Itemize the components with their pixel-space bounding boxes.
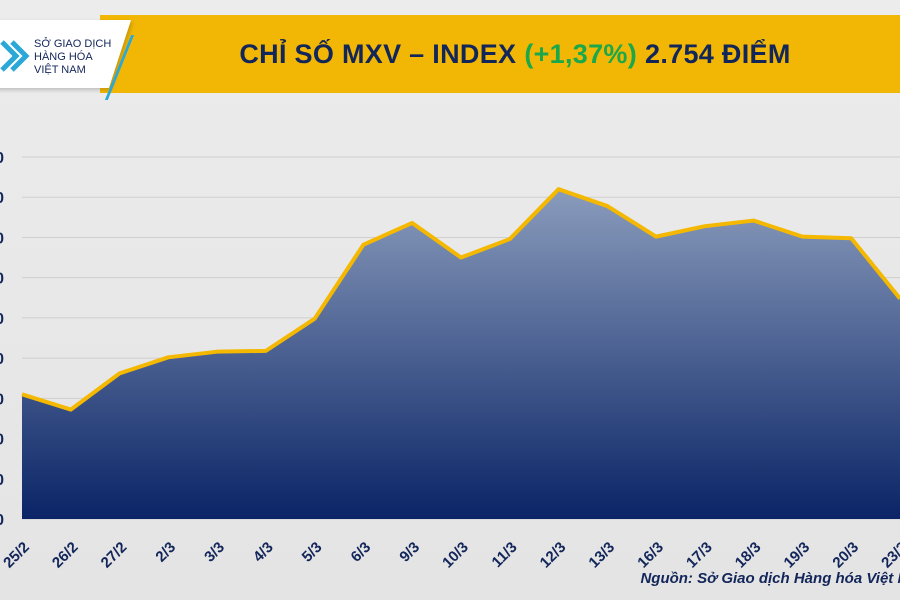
x-tick-label: 16/3 bbox=[634, 539, 667, 572]
x-tick-label: 26/2 bbox=[49, 539, 82, 572]
x-tick-label: 25/2 bbox=[0, 539, 33, 572]
x-tick-label: 2/3 bbox=[152, 539, 179, 566]
source-note: Nguồn: Sở Giao dịch Hàng hóa Việt Nam bbox=[640, 570, 900, 587]
x-tick-label: 27/2 bbox=[98, 539, 131, 572]
x-tick-label: 10/3 bbox=[439, 539, 472, 572]
x-tick-label: 9/3 bbox=[396, 539, 423, 566]
y-tick-label: 2800 bbox=[0, 271, 4, 288]
x-tick-label: 23/3 bbox=[878, 539, 900, 572]
y-tick-label: 2900 bbox=[0, 190, 4, 207]
x-tick-label: 20/3 bbox=[829, 539, 862, 572]
x-tick-label: 13/3 bbox=[585, 539, 618, 572]
x-tick-label: 6/3 bbox=[348, 539, 375, 566]
header-band bbox=[100, 15, 900, 93]
y-tick-label: 2550 bbox=[0, 472, 4, 489]
x-tick-label: 3/3 bbox=[201, 539, 228, 566]
logo-text: SỞ GIAO DỊCH HÀNG HÓA VIỆT NAM bbox=[34, 38, 111, 77]
y-tick-label: 2500 bbox=[0, 512, 4, 529]
x-tick-label: 18/3 bbox=[732, 539, 765, 572]
y-tick-label: 2950 bbox=[0, 150, 4, 167]
y-tick-label: 2600 bbox=[0, 432, 4, 449]
y-tick-label: 2850 bbox=[0, 230, 4, 247]
x-tick-label: 19/3 bbox=[781, 539, 814, 572]
title-value: 2.754 ĐIỂM bbox=[645, 38, 791, 69]
x-tick-label: 5/3 bbox=[299, 539, 326, 566]
area-fill bbox=[22, 189, 900, 519]
y-tick-label: 2650 bbox=[0, 391, 4, 408]
logo-line: SỞ GIAO DỊCH bbox=[34, 38, 112, 50]
x-tick-label: 4/3 bbox=[250, 539, 277, 566]
chart-title: CHỈ SỐ MXV – INDEX (+1,37%) 2.754 ĐIỂM bbox=[130, 15, 900, 93]
x-tick-label: 17/3 bbox=[683, 539, 716, 572]
x-tick-label: 11/3 bbox=[489, 539, 521, 571]
logo-line: VIỆT NAM bbox=[34, 64, 86, 76]
logo-chevron-icon bbox=[0, 40, 30, 72]
title-prefix: CHỈ SỐ MXV – INDEX bbox=[239, 38, 517, 69]
logo-line: HÀNG HÓA bbox=[34, 51, 93, 63]
y-tick-label: 2700 bbox=[0, 351, 4, 368]
y-tick-label: 2750 bbox=[0, 311, 4, 328]
title-change: (+1,37%) bbox=[524, 38, 638, 69]
x-tick-label: 12/3 bbox=[537, 539, 570, 572]
